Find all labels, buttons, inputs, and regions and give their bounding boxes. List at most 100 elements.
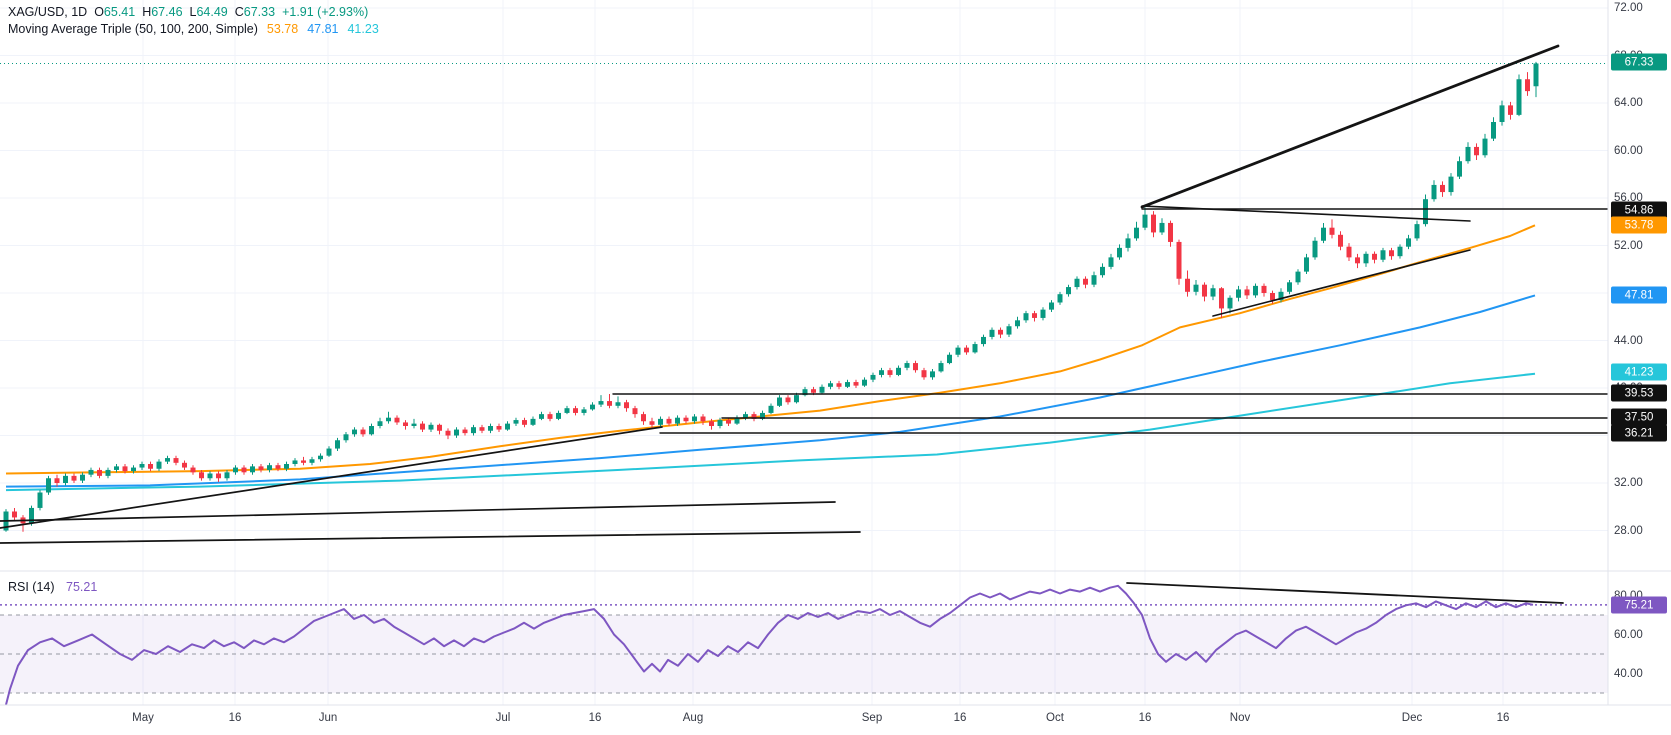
- candle-body: [768, 405, 774, 413]
- candle-body: [173, 458, 179, 463]
- symbol-legend[interactable]: XAG/USD, 1D O65.41 H67.46 L64.49 C67.33 +1.91…: [8, 4, 379, 21]
- candle-body: [896, 367, 901, 375]
- candle-body: [182, 462, 187, 468]
- candle-body: [1499, 105, 1505, 122]
- candle-body: [88, 469, 94, 475]
- candle-body: [403, 422, 408, 426]
- candle-body: [1465, 146, 1471, 162]
- candle-body: [1117, 247, 1122, 258]
- candle-body: [1083, 278, 1088, 285]
- candle-body: [734, 417, 740, 424]
- ma-line-sma50: [5, 224, 1536, 475]
- ma-legend-label: Moving Average Triple (50, 100, 200, Sim…: [8, 22, 258, 36]
- candle-body: [743, 414, 748, 418]
- candle-body: [505, 423, 510, 430]
- candle-body: [1159, 222, 1165, 233]
- price-tick-label: 44.00: [1614, 334, 1643, 347]
- ma-line-sma100: [5, 294, 1536, 488]
- ma-legend[interactable]: Moving Average Triple (50, 100, 200, Sim…: [8, 21, 379, 38]
- candle-body: [369, 426, 374, 435]
- candle-body: [1380, 250, 1386, 260]
- candle-body: [12, 511, 17, 518]
- candle-body: [1312, 240, 1318, 258]
- candle-body: [666, 418, 672, 424]
- candle-body: [879, 370, 884, 375]
- candle-body: [37, 492, 43, 508]
- candle-body: [1057, 294, 1063, 303]
- candle-body: [845, 382, 850, 387]
- candle-body: [428, 424, 434, 430]
- ohlc-key: L: [189, 5, 197, 19]
- candle-body: [207, 473, 213, 479]
- ma-line-sma200: [5, 372, 1536, 492]
- candle-body: [1261, 285, 1267, 293]
- price-badge-47.81: 47.81: [1611, 286, 1667, 304]
- candle-body: [964, 347, 969, 353]
- candle-body: [573, 408, 578, 413]
- candle-body: [80, 474, 85, 481]
- candle-body: [1457, 161, 1462, 177]
- candle-body: [1134, 227, 1139, 239]
- candle-body: [1389, 250, 1394, 257]
- trendline-support-diagonal: [0, 426, 663, 529]
- candle-body: [1355, 257, 1360, 264]
- price-pane: [0, 44, 1608, 544]
- candle-body: [649, 421, 655, 425]
- candle-body: [301, 460, 306, 463]
- candle-body: [165, 458, 170, 462]
- candle-body: [828, 383, 833, 387]
- candle-body: [938, 363, 944, 372]
- candle-body: [1210, 288, 1216, 297]
- candle-body: [921, 370, 927, 378]
- candle-body: [1533, 63, 1539, 87]
- candle-body: [445, 430, 451, 436]
- candle-body: [1066, 287, 1071, 295]
- time-axis-label: 16: [1496, 712, 1510, 724]
- candle-body: [284, 464, 289, 469]
- candle-body: [794, 395, 799, 403]
- price-badge-39.53: 39.53: [1611, 384, 1667, 402]
- price-tick-label: 64.00: [1614, 97, 1643, 109]
- candle-body: [352, 429, 357, 435]
- time-axis-label: Oct: [1046, 712, 1064, 724]
- candle-body: [1321, 227, 1326, 241]
- candle-body: [233, 467, 238, 473]
- time-axis-label: 16: [1138, 712, 1152, 724]
- candle-body: [522, 420, 527, 425]
- candle-body: [785, 397, 791, 403]
- candle-body: [887, 370, 893, 375]
- candle-body: [1406, 238, 1411, 247]
- candle-body: [1397, 246, 1403, 257]
- candle-body: [1295, 271, 1301, 283]
- candle-body: [258, 466, 264, 470]
- price-badge-37.50: 37.50: [1611, 408, 1667, 426]
- ma-legend-value: 47.81: [307, 22, 339, 36]
- price-axis[interactable]: 72.0068.0064.0060.0056.0052.0048.0044.00…: [1608, 0, 1671, 735]
- ohlc-value: 67.46: [151, 5, 183, 19]
- candle-body: [1032, 313, 1037, 318]
- candle-body: [360, 429, 366, 435]
- candle-body: [1176, 241, 1182, 279]
- candle-body: [275, 465, 281, 469]
- rsi-legend[interactable]: RSI (14) 75.21: [8, 580, 97, 594]
- price-badge-53.78: 53.78: [1611, 216, 1667, 234]
- ohlc-key: O: [94, 5, 104, 19]
- time-axis[interactable]: May 16 Jun Jul 16 Aug Sep 16 Oct 16 Nov Dec 16: [0, 705, 1671, 735]
- time-axis-label: 16: [228, 712, 242, 724]
- candle-body: [1363, 253, 1369, 264]
- candle-body: [318, 455, 323, 460]
- candle-body: [1227, 297, 1233, 309]
- time-axis-label: 16: [588, 712, 602, 724]
- rsi-tick-label: 60.00: [1614, 628, 1643, 641]
- candle-body: [199, 472, 204, 479]
- ohlc-value: 67.33: [243, 5, 276, 19]
- candle-body: [836, 383, 842, 387]
- candle-body: [1193, 284, 1199, 292]
- candle-body: [972, 344, 978, 353]
- trendline-channel-lower: [0, 531, 861, 544]
- candle-body: [335, 440, 340, 449]
- candle-body: [1372, 253, 1377, 260]
- candle-body: [1015, 320, 1020, 327]
- candle-body: [675, 417, 680, 424]
